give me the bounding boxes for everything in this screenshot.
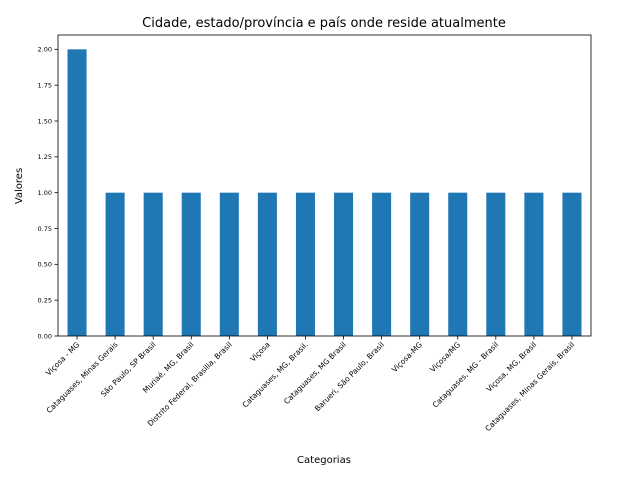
- y-axis: 0.00 0.25 0.50 0.75 1.00 1.25 1.50 1.75 2.00: [38, 46, 58, 340]
- x-tick-label: Cataguases, MG, Brasil.: [241, 340, 310, 409]
- y-axis-label: Valores: [14, 168, 25, 204]
- x-tick-label: Barueri, São Paulo, Brasil: [313, 340, 386, 413]
- bar: [105, 192, 125, 336]
- bar: [372, 192, 392, 336]
- bar: [143, 192, 163, 336]
- bar: [295, 192, 315, 336]
- x-tick-label: Cataguases, Minas Gerais: [45, 340, 120, 415]
- bar: [410, 192, 430, 336]
- y-tick-label: 0.25: [38, 296, 52, 304]
- bar: [67, 49, 87, 336]
- y-tick-label: 0.00: [38, 332, 52, 340]
- y-tick-label: 1.00: [38, 189, 52, 197]
- x-tick-label: Viçosa-MG: [390, 340, 424, 374]
- y-tick-label: 0.75: [38, 225, 52, 233]
- bar: [486, 192, 506, 336]
- bar: [562, 192, 582, 336]
- bar: [524, 192, 544, 336]
- bar: [219, 192, 239, 336]
- y-tick-label: 2.00: [38, 46, 52, 54]
- bar: [181, 192, 201, 336]
- x-axis-label: Categorias: [297, 455, 351, 466]
- x-tick-label: Distrito Federal, Brasilia, Brasil: [146, 340, 234, 428]
- x-tick-label: Cataguases, MG - Brasil: [431, 340, 501, 410]
- x-tick-label: Cataguases, MG Brasil: [282, 340, 348, 406]
- bar: [334, 192, 354, 336]
- y-tick-label: 1.50: [38, 117, 52, 125]
- bar: [448, 192, 468, 336]
- chart-title: Cidade, estado/província e país onde res…: [142, 16, 506, 31]
- bar: [257, 192, 277, 336]
- x-tick-label: Viçosa - MG: [44, 340, 82, 378]
- x-tick-label: Viçosa/MG: [428, 340, 462, 374]
- bars-group: [67, 49, 582, 336]
- y-tick-label: 1.25: [38, 153, 52, 161]
- y-tick-label: 1.75: [38, 81, 52, 89]
- y-tick-label: 0.50: [38, 261, 52, 269]
- plot-frame: [57, 34, 592, 337]
- x-tick-label: Viçosa: [248, 340, 272, 364]
